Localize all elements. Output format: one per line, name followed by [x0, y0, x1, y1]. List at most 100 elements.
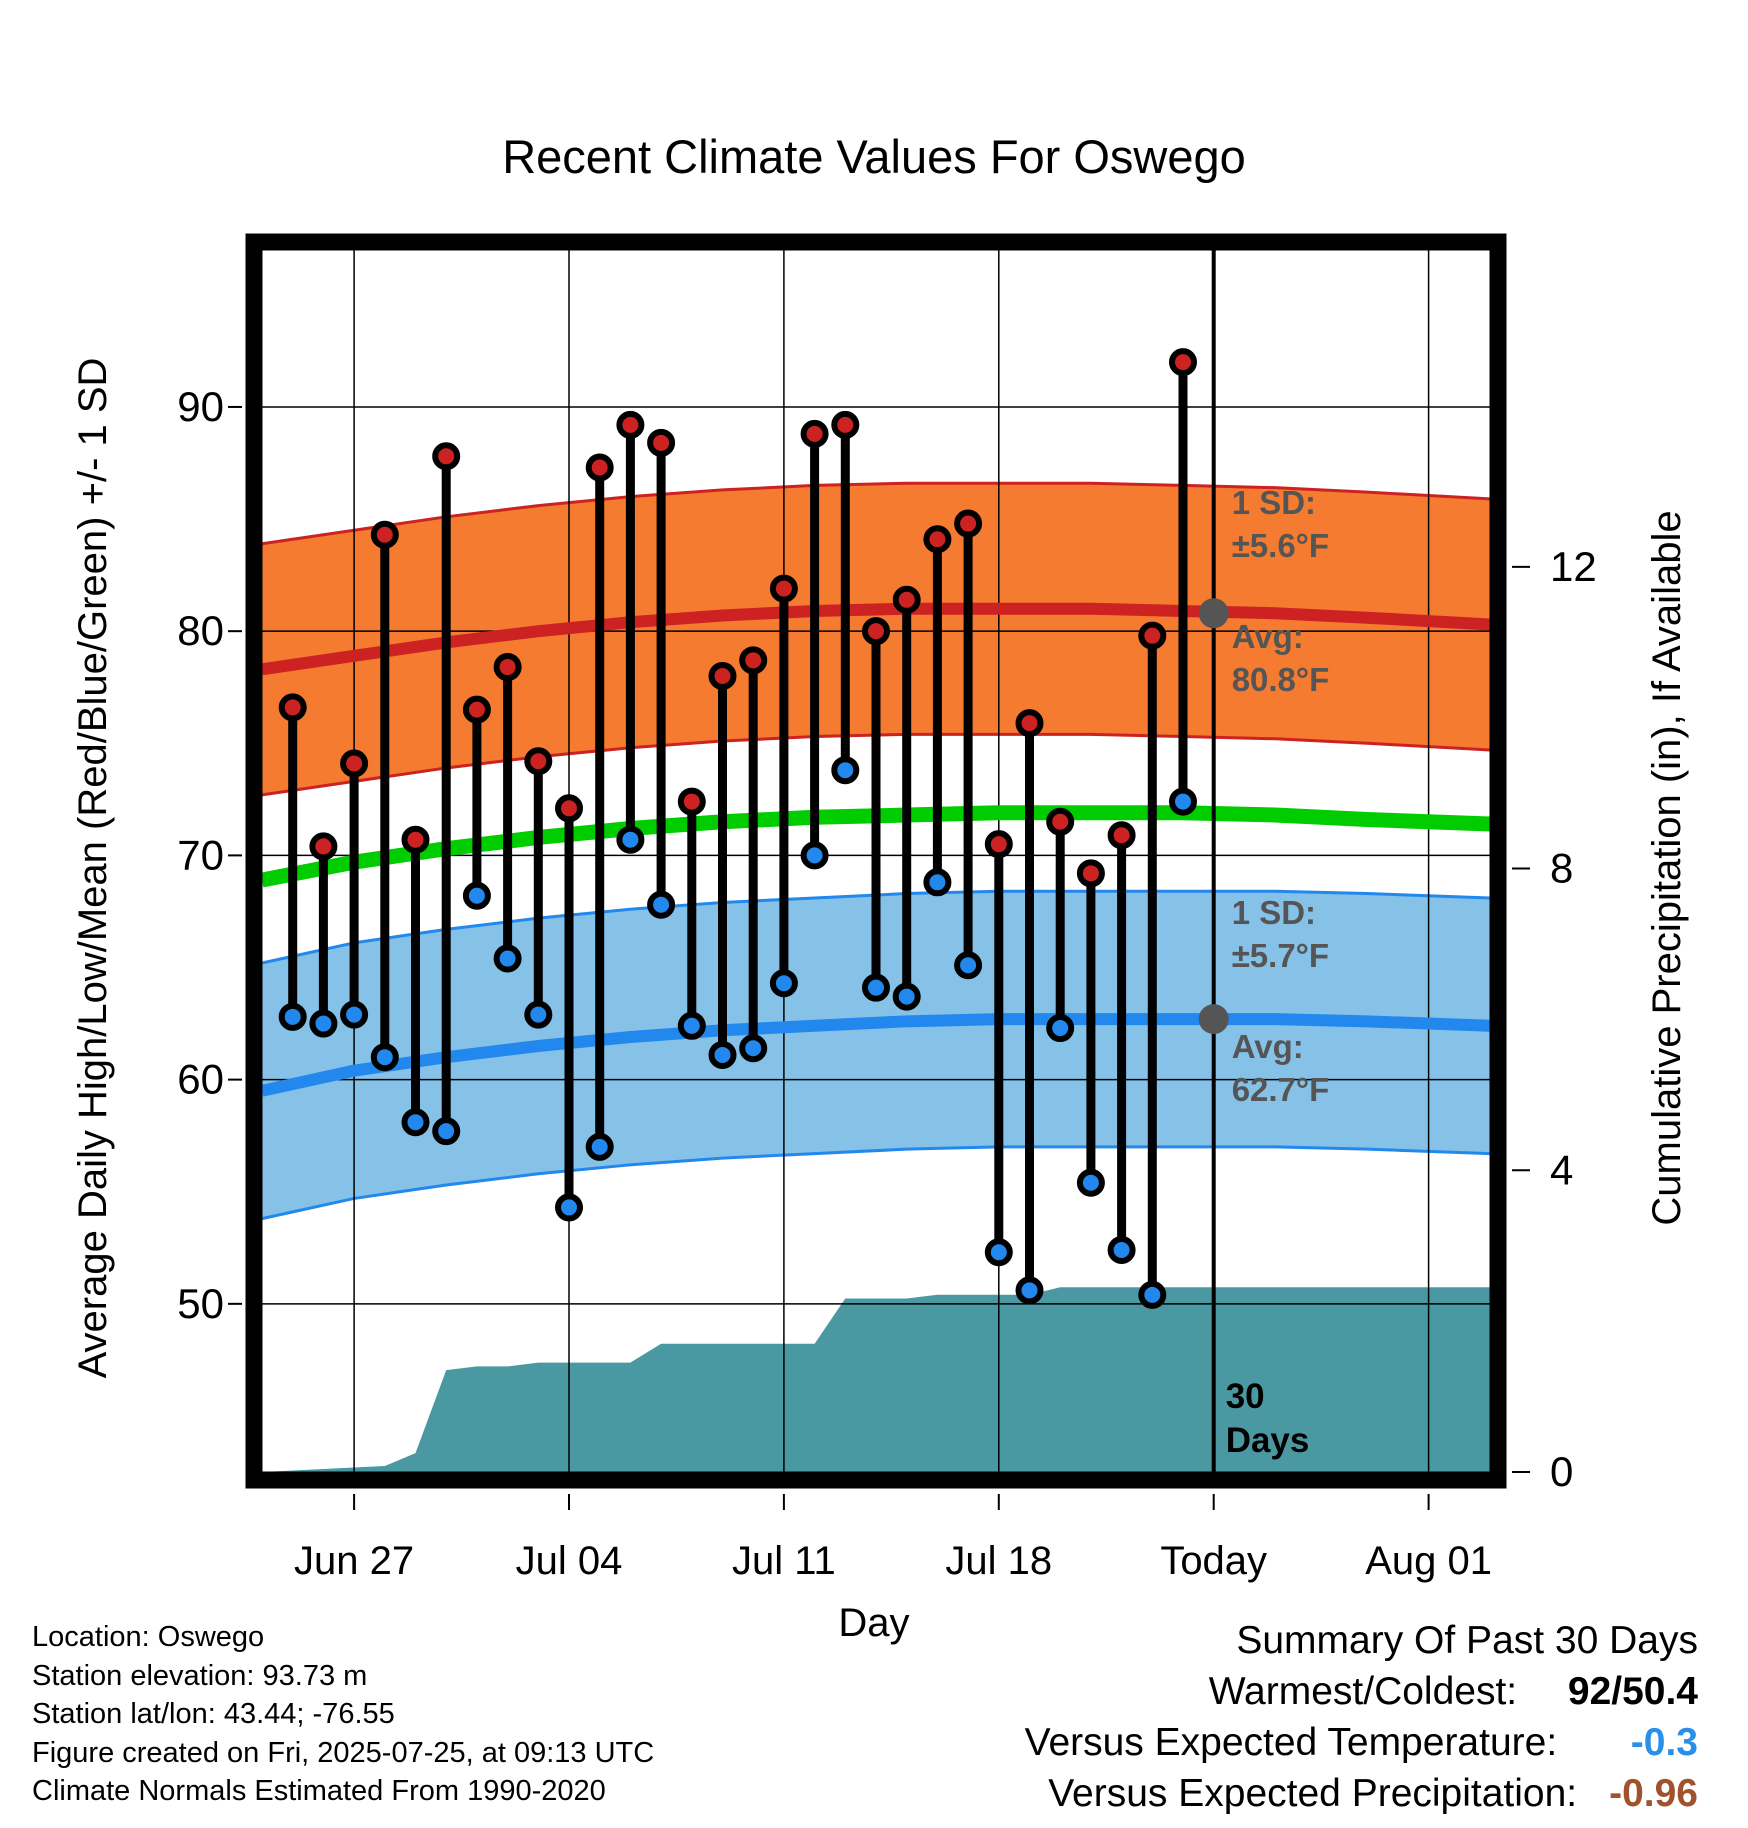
- low-point: [1015, 1276, 1044, 1305]
- summary-precip-row: Versus Expected Precipitation: -0.96: [1025, 1768, 1698, 1819]
- high-point: [1076, 859, 1105, 888]
- y-tick-label: 80: [177, 607, 224, 654]
- high-point: [800, 419, 829, 448]
- summary-panel: Summary Of Past 30 Days Warmest/Coldest:…: [1025, 1615, 1698, 1819]
- y2-tick-label: 4: [1550, 1146, 1573, 1193]
- y-axis-label: Average Daily High/Low/Mean (Red/Blue/Gr…: [71, 358, 115, 1379]
- high-point: [616, 410, 645, 439]
- low-sd-value: ±5.7°F: [1232, 937, 1329, 974]
- high-point: [524, 747, 553, 776]
- station-info: Location: Oswego Station elevation: 93.7…: [32, 1618, 654, 1811]
- x-tick-label: Jun 27: [294, 1539, 414, 1583]
- low-point: [1169, 787, 1197, 816]
- low-point: [524, 1000, 553, 1029]
- avg-high-marker: [1198, 598, 1229, 629]
- low-point: [309, 1009, 338, 1038]
- low-point: [954, 951, 983, 980]
- high-point: [831, 410, 860, 439]
- high-point: [1046, 807, 1075, 836]
- low-point: [892, 982, 921, 1011]
- high-point: [984, 830, 1013, 859]
- y2-tick-label: 8: [1550, 845, 1573, 892]
- high-sd-label: 1 SD:: [1232, 484, 1316, 521]
- x-tick-label: Jul 18: [945, 1539, 1052, 1583]
- precip-diff-label: Versus Expected Precipitation:: [1048, 1772, 1578, 1815]
- high-point: [954, 509, 983, 538]
- warm-cold-value: 92/50.4: [1567, 1670, 1698, 1713]
- low-point: [769, 969, 798, 998]
- high-point: [739, 646, 768, 675]
- precip-diff-value: -0.96: [1609, 1772, 1698, 1815]
- location-text: Location: Oswego: [32, 1621, 265, 1653]
- y-tick-label: 90: [177, 383, 224, 430]
- avg-low-line: [260, 1013, 1491, 1097]
- low-sd-band-lower-edge: [261, 1145, 1491, 1221]
- low-point: [616, 825, 645, 854]
- plot-frame: [245, 233, 1507, 1489]
- low-point: [862, 973, 890, 1002]
- low-point: [923, 868, 952, 897]
- summary-heading: Summary Of Past 30 Days: [1236, 1619, 1698, 1662]
- high-point: [432, 442, 461, 471]
- avg-low-marker: [1198, 1004, 1229, 1035]
- low-point: [984, 1238, 1013, 1267]
- low-point: [831, 756, 860, 785]
- temp-diff-value: -0.3: [1630, 1721, 1698, 1764]
- avg-mean-line: [260, 805, 1491, 888]
- created-text: Figure created on Fri, 2025-07-25, at 09…: [32, 1736, 655, 1769]
- high-point: [923, 525, 952, 554]
- low-point: [800, 841, 829, 870]
- y-tick-label: 60: [177, 1056, 224, 1103]
- warm-cold-label: Warmest/Coldest:: [1208, 1670, 1518, 1713]
- high-point: [1138, 621, 1167, 650]
- low-point: [370, 1043, 399, 1072]
- high-point: [862, 617, 890, 646]
- high-point: [708, 662, 737, 691]
- low-point: [1138, 1280, 1167, 1309]
- y-tick-label: 50: [177, 1280, 224, 1327]
- low-point: [708, 1040, 737, 1069]
- high-sd-band-upper-edge: [261, 481, 1491, 546]
- high-point: [309, 832, 338, 861]
- high-avg-label: Avg:: [1232, 618, 1304, 655]
- high-point: [647, 428, 676, 457]
- low-point: [1107, 1236, 1136, 1265]
- x-tick-label: Jul 04: [516, 1539, 623, 1583]
- low-sd-band-upper-edge: [261, 889, 1491, 965]
- y2-tick-label: 12: [1550, 543, 1597, 590]
- x-tick-label: Jul 11: [732, 1539, 836, 1583]
- summary-temp-row: Versus Expected Temperature: -0.3: [1025, 1717, 1698, 1768]
- y2-tick-label: 0: [1550, 1448, 1573, 1495]
- low-point: [555, 1193, 583, 1222]
- low-point: [340, 1000, 369, 1029]
- low-point: [493, 944, 522, 973]
- high-point: [462, 695, 491, 724]
- high-point: [1169, 348, 1197, 377]
- high-point: [585, 453, 614, 482]
- summary-warm-cold-row: Warmest/Coldest: 92/50.4: [1025, 1666, 1698, 1717]
- high-point: [769, 574, 798, 603]
- low-point: [1076, 1168, 1105, 1197]
- high-point: [340, 749, 369, 778]
- low-sd-label: 1 SD:: [1232, 894, 1316, 931]
- days-word: Days: [1226, 1421, 1310, 1460]
- low-point: [739, 1034, 768, 1063]
- low-point: [585, 1132, 614, 1161]
- high-sd-value: ±5.6°F: [1232, 527, 1329, 564]
- low-point: [462, 881, 491, 910]
- high-point: [677, 787, 706, 816]
- high-point: [493, 653, 522, 682]
- high-point: [401, 825, 430, 854]
- elevation-text: Station elevation: 93.73 m: [32, 1659, 368, 1692]
- high-point: [1107, 821, 1136, 850]
- normals-text: Climate Normals Estimated From 1990-2020: [32, 1775, 606, 1807]
- high-point: [370, 520, 399, 549]
- x-tick-label: Today: [1160, 1539, 1267, 1583]
- high-point: [555, 794, 583, 823]
- days-number: 30: [1226, 1377, 1265, 1416]
- high-point: [1015, 709, 1044, 738]
- high-avg-value: 80.8°F: [1232, 661, 1330, 698]
- low-point: [432, 1117, 461, 1146]
- avg-high-line: [261, 602, 1491, 676]
